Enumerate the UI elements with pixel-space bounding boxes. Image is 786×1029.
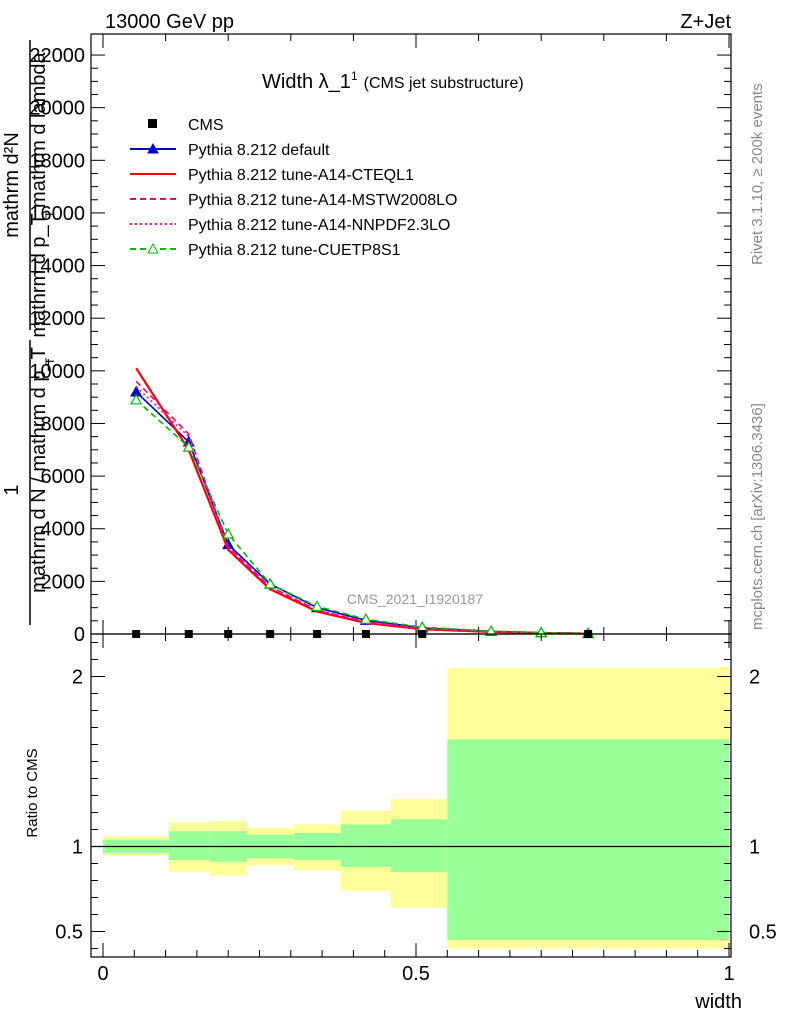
y-tick-label: 10000: [29, 361, 85, 383]
x-axis-label: width: [694, 991, 742, 1013]
series-point-4: [264, 577, 277, 589]
legend-label-1: Pythia 8.212 tune-A14-CTEQL1: [188, 167, 414, 184]
ylabel-dndpt: mathrm d N / mathrm d p_T: [28, 347, 50, 593]
series-point-4: [359, 613, 372, 624]
plot-title-main: Width λ_1: [262, 71, 351, 93]
legend: CMS Pythia 8.212 default Pythia 8.212 tune…: [130, 117, 457, 259]
rivet-label: Rivet 3.1.10, ≥ 200k events: [749, 83, 766, 265]
ratio-y-tick-label: 1: [72, 837, 83, 859]
ratio-stat-band: [390, 819, 448, 872]
ratio-stat-band: [447, 739, 729, 940]
ylabel-one: 1: [1, 484, 23, 495]
legend-label-3: Pythia 8.212 tune-A14-NNPDF2.3LO: [188, 217, 450, 234]
legend-label-4: Pythia 8.212 tune-CUETP8S1: [188, 242, 401, 259]
header-process: Z+Jet: [680, 11, 731, 33]
ratio-y-tick-label-right: 0.5: [749, 922, 777, 944]
ylabel-dndpt-sub: T: [43, 357, 57, 365]
legend-marker-4: [147, 242, 159, 254]
x-tick-label: 0: [97, 963, 108, 985]
y-tick-label: 14000: [29, 256, 85, 278]
ylabel-numerator: mathrm d²N: [1, 132, 23, 238]
ratio-y-tick-label: 2: [72, 667, 83, 689]
y-tick-label: 2000: [41, 571, 86, 593]
ratio-ylabel: Ratio to CMS: [24, 748, 41, 837]
y-tick-label: 8000: [41, 413, 86, 435]
legend-marker-0: [147, 142, 159, 154]
plot-title-sup: 1: [351, 69, 358, 83]
y-tick-label: 18000: [29, 150, 85, 172]
ratio-y-tick-label-right: 2: [749, 667, 760, 689]
y-tick-label: 20000: [29, 98, 85, 120]
y-tick-label: 0: [74, 624, 85, 646]
series-point-4: [311, 600, 324, 611]
plot-title: Width λ_11 (CMS jet substructure): [262, 69, 524, 93]
series-line-4: [135, 399, 589, 635]
ylabel-subscript: T: [43, 210, 57, 218]
ylabel-denominator: mathrm d p_T mathrm d lambda: [28, 51, 50, 337]
series-point-4: [222, 527, 235, 539]
ratio-stat-band: [168, 831, 210, 861]
y-tick-label: 6000: [41, 466, 86, 488]
ratio-stat-band: [340, 824, 391, 867]
ratio-y-tick-label-right: 1: [749, 837, 760, 859]
legend-cms-label: CMS: [188, 117, 224, 134]
main-frame: [90, 33, 732, 635]
header-energy: 13000 GeV pp: [105, 11, 234, 33]
ratio-plot: 0 0.5 1 0.5 0.5 1 1 2 2: [55, 633, 777, 985]
series-point-4: [130, 393, 143, 405]
analysis-watermark: CMS_2021_I1920187: [347, 591, 483, 607]
plot-title-suffix: (CMS jet substructure): [364, 75, 524, 92]
series-point-4: [485, 624, 498, 636]
y-tick-label: 16000: [29, 203, 85, 225]
ratio-y-tick-label: 0.5: [55, 922, 83, 944]
mcplots-label: mcplots.cern.ch [arXiv:1306.3436]: [749, 403, 766, 630]
legend-label-2: Pythia 8.212 tune-A14-MSTW2008LO: [188, 192, 457, 209]
y-tick-label: 12000: [29, 308, 85, 330]
x-tick-label: 0.5: [402, 963, 430, 985]
main-ylabel: mathrm d²N mathrm d p_T mathrm d lambda …: [1, 40, 57, 625]
legend-label-0: Pythia 8.212 default: [188, 142, 330, 159]
main-plot: 0 2000 4000 6000 8000 10000 12000 14000 16000 180…: [29, 33, 732, 646]
series-point-4: [182, 440, 195, 452]
y-tick-label: 22000: [29, 45, 85, 67]
legend-cms-marker: [148, 119, 157, 128]
x-tick-label: 1: [723, 963, 734, 985]
y-tick-label: 4000: [41, 519, 86, 541]
